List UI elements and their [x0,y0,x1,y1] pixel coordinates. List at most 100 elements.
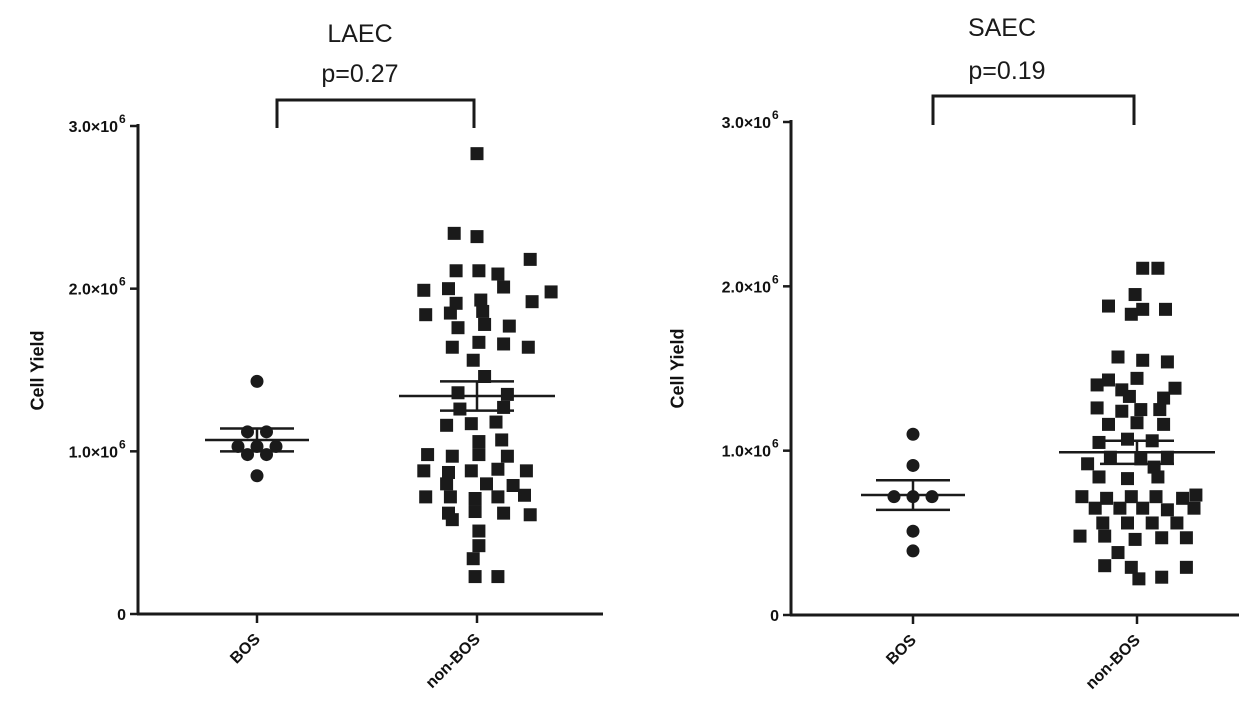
data-point-saec-non-bos [1121,432,1134,446]
data-point-saec-non-bos [1096,516,1110,530]
data-point-saec-non-bos [1113,501,1127,515]
data-point-saec-non-bos [1090,401,1104,415]
data-point-laec-bos [241,448,254,462]
data-point-saec-non-bos [1145,516,1159,530]
data-point-laec-non-bos [468,570,482,584]
data-point-laec-non-bos [519,464,533,478]
data-point-laec-bos [260,448,273,462]
data-point-laec-non-bos [440,477,454,491]
data-point-laec-non-bos [497,337,511,351]
data-point-saec-non-bos [1134,403,1148,417]
significance-bracket-laec [275,98,476,128]
data-point-saec-non-bos [1136,261,1150,275]
data-point-laec-non-bos [453,402,467,416]
data-point-laec-non-bos [417,283,431,297]
data-point-saec-non-bos [1153,403,1167,417]
data-point-saec-non-bos [1102,299,1115,313]
data-point-saec-bos [906,544,920,558]
significance-bracket-saec [931,94,1136,125]
data-point-laec-bos [241,425,254,439]
data-point-laec-bos [260,425,273,439]
data-point-laec-non-bos [442,282,455,296]
y-tick-exponent-saec: 6 [772,437,779,451]
data-point-saec-non-bos [1098,529,1112,543]
data-point-laec-non-bos [500,449,514,463]
y-tick-exponent-laec: 6 [119,112,126,126]
x-tick-label-saec: BOS [883,632,920,669]
data-point-laec-non-bos [417,464,431,478]
data-point-saec-non-bos [1128,532,1142,546]
data-point-laec-non-bos [472,435,486,449]
data-point-saec-non-bos [1160,503,1174,517]
data-point-laec-non-bos [525,295,539,309]
data-point-saec-non-bos [1092,470,1106,484]
data-point-laec-non-bos [523,252,537,266]
data-point-saec-non-bos [1157,417,1171,431]
data-point-laec-non-bos [472,264,486,278]
data-point-laec-bos [250,374,264,388]
data-point-saec-non-bos [1170,516,1184,530]
data-point-laec-non-bos [470,147,484,161]
data-point-saec-non-bos [1121,472,1134,486]
data-point-laec-non-bos [478,370,492,384]
data-point-laec-non-bos [500,387,514,401]
y-tick-label-laec: 2.0×10 [69,282,118,299]
data-point-laec-non-bos [440,418,454,432]
data-point-laec-bos [269,439,283,453]
data-point-laec-non-bos [464,417,478,431]
data-point-laec-non-bos [497,506,511,520]
data-point-saec-non-bos [1160,450,1174,464]
data-point-laec-non-bos [466,552,480,566]
data-point-saec-non-bos [1136,501,1150,515]
p-value-saec: p=0.19 [968,57,1046,85]
data-point-saec-non-bos [1155,531,1169,545]
data-point-laec-non-bos [497,280,511,294]
data-point-saec-bos [887,490,901,504]
data-point-saec-non-bos [1111,546,1125,560]
data-point-saec-non-bos [1168,381,1182,395]
data-point-laec-non-bos [449,296,463,310]
data-point-saec-non-bos [1151,261,1165,275]
data-point-saec-non-bos [1136,353,1150,367]
data-point-saec-non-bos [1151,470,1165,484]
y-tick-label-laec: 1.0×10 [69,444,118,461]
data-point-saec-non-bos [1073,529,1087,543]
data-point-laec-non-bos [491,490,505,504]
data-point-saec-non-bos [1157,391,1171,405]
data-point-laec-non-bos [466,353,480,367]
data-point-laec-non-bos [472,448,486,462]
data-point-saec-non-bos [1124,490,1138,504]
data-point-laec-non-bos [506,478,520,492]
y-tick-label-saec: 1.0×10 [722,444,771,461]
data-point-saec-non-bos [1102,417,1115,431]
data-point-laec-non-bos [480,477,493,491]
data-point-laec-non-bos [447,226,461,240]
data-point-laec-non-bos [491,267,505,281]
data-point-laec-non-bos [472,335,486,349]
data-point-saec-non-bos [1122,389,1136,403]
data-point-laec-non-bos [472,539,486,553]
y-tick-label-saec: 2.0×10 [722,279,771,296]
data-point-laec-non-bos [449,264,463,278]
data-point-laec-non-bos [502,319,516,333]
p-value-laec: p=0.27 [321,60,399,88]
data-point-laec-non-bos [476,304,490,318]
data-point-saec-non-bos [1189,488,1203,502]
y-tick-exponent-saec: 6 [772,108,779,122]
data-point-saec-non-bos [1111,350,1125,364]
data-point-saec-bos [906,458,920,472]
data-point-laec-non-bos [489,415,503,429]
data-point-saec-non-bos [1098,559,1112,573]
y-tick-label-laec: 0 [117,607,126,624]
data-point-laec-non-bos [491,462,505,476]
data-point-laec-non-bos [518,488,531,502]
data-point-laec-non-bos [443,306,457,320]
data-point-laec-non-bos [470,230,484,244]
y-tick-label-saec: 3.0×10 [722,115,771,132]
data-point-saec-non-bos [1130,416,1144,430]
data-point-laec-non-bos [445,449,459,463]
data-point-laec-bos [250,469,264,483]
data-point-laec-non-bos [472,524,486,538]
data-point-saec-non-bos [1103,450,1117,464]
